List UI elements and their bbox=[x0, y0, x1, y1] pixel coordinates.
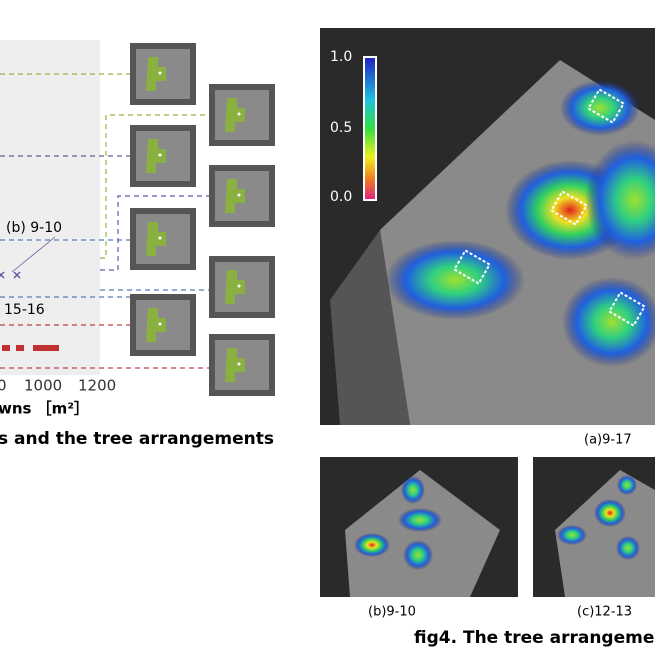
annotation: 15-16 bbox=[4, 302, 45, 318]
heatmap-c bbox=[533, 457, 655, 597]
leader-lines bbox=[0, 73, 209, 369]
plot-area bbox=[0, 40, 100, 375]
x-tick-label: 0 bbox=[0, 377, 7, 395]
axis-label: wns ［m²］ bbox=[0, 400, 89, 418]
markers bbox=[0, 236, 56, 279]
panel-label: (a)9-17 bbox=[584, 433, 632, 448]
caption: fig4. The tree arrangeme bbox=[414, 628, 654, 648]
colorbar bbox=[363, 56, 377, 201]
x-tick-label: 1000 bbox=[24, 377, 62, 395]
panel-label: (b)9-10 bbox=[368, 605, 416, 620]
bars bbox=[2, 345, 59, 351]
colorbar-label: 0.5 bbox=[330, 120, 352, 136]
x-tick-label: 1200 bbox=[78, 377, 116, 395]
heatmap-a bbox=[320, 28, 655, 425]
caption: s and the tree arrangements bbox=[0, 429, 274, 449]
panel-label: (c)12-13 bbox=[577, 605, 632, 620]
colorbar-label: 0.0 bbox=[330, 189, 352, 205]
annotation: (b) 9-10 bbox=[6, 220, 62, 236]
colorbar-label: 1.0 bbox=[330, 49, 352, 65]
heatmap-b bbox=[320, 457, 518, 597]
